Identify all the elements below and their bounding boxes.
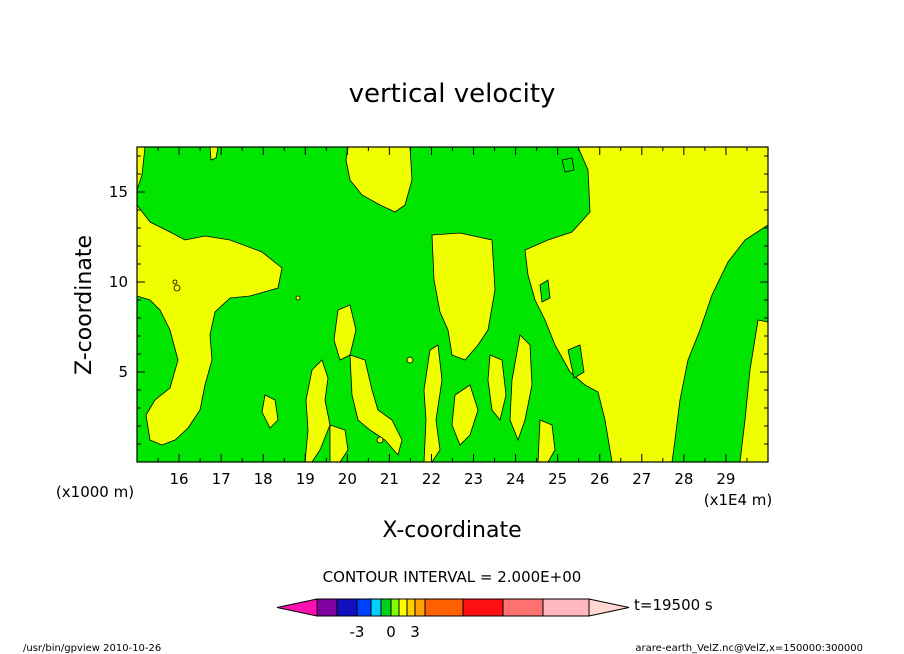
time-label: t=19500 s: [634, 596, 713, 614]
colorbar-swatch: [462, 598, 504, 617]
colorbar-swatch: [406, 598, 416, 617]
colorbar-swatch: [370, 598, 382, 617]
positive-region: [431, 232, 496, 361]
colorbar-swatch: [414, 598, 426, 617]
x-tick-label: 18: [254, 470, 273, 488]
positive-region: [329, 424, 349, 462]
positive-region: [349, 354, 403, 456]
positive-region: [739, 319, 768, 462]
colorbar-swatch: [316, 598, 338, 617]
footer-left: /usr/bin/gpview 2010-10-26: [23, 643, 161, 654]
colorbar-swatch: [390, 598, 400, 617]
negative-region: [567, 344, 585, 379]
contour-interval: CONTOUR INTERVAL = 2.000E+00: [323, 568, 582, 586]
x-tick-label: 20: [338, 470, 357, 488]
x-tick-label: 22: [422, 470, 441, 488]
colorbar-low-extension: [276, 598, 318, 617]
y-axis: 5 10 15: [109, 155, 768, 445]
positive-region: [524, 147, 768, 462]
chart-title: vertical velocity: [349, 79, 556, 109]
y-axis-label: Z-coordinate: [72, 235, 97, 375]
positive-region: [137, 147, 146, 191]
footer-right: arare-earth_VelZ.nc@VelZ,x=150000:300000: [635, 643, 863, 654]
positive-region: [537, 419, 556, 462]
y-tick-label: 10: [109, 273, 128, 291]
colorbar: -3 0 3: [276, 598, 630, 641]
positive-region: [172, 279, 178, 285]
positive-region: [345, 147, 413, 213]
x-tick-label: 21: [380, 470, 399, 488]
colorbar-swatch: [542, 598, 590, 617]
colorbar-swatch: [502, 598, 544, 617]
colorbar-swatch: [336, 598, 358, 617]
colorbar-swatch: [398, 598, 408, 617]
positive-region: [304, 359, 331, 462]
y-tick-label: 15: [109, 183, 128, 201]
x-axis-label: X-coordinate: [382, 518, 521, 543]
positive-region: [376, 436, 384, 444]
negative-region: [539, 279, 551, 303]
colorbar-high-extension: [588, 598, 630, 617]
positive-region: [173, 284, 181, 292]
x-tick-label: 27: [632, 470, 651, 488]
plot-area: [136, 146, 769, 463]
x-tick-label: 19: [296, 470, 315, 488]
x-tick-label: 25: [548, 470, 567, 488]
y-unit-note: (x1000 m): [56, 483, 134, 501]
negative-region: [561, 157, 575, 173]
positive-region: [451, 384, 479, 446]
positive-region: [261, 394, 279, 429]
colorbar-swatch: [380, 598, 392, 617]
x-tick-label: 26: [590, 470, 609, 488]
positive-region: [137, 204, 283, 446]
x-tick-label: 16: [170, 470, 189, 488]
colorbar-swatch: [356, 598, 372, 617]
positive-region: [509, 334, 533, 442]
colorbar-label: -3: [350, 623, 365, 641]
x-tick-label: 24: [506, 470, 525, 488]
x-tick-label: 23: [464, 470, 483, 488]
x-tick-label: 17: [212, 470, 231, 488]
positive-region: [209, 147, 219, 161]
y-tick-label: 5: [118, 363, 128, 381]
positive-region: [487, 354, 507, 421]
positive-region: [295, 295, 301, 301]
colorbar-label: 3: [410, 623, 420, 641]
x-axis: 16 17 18 19 20 21 22 23 24 25 26 27 28 29: [136, 147, 769, 488]
x-tick-label: 28: [674, 470, 693, 488]
x-unit-note: (x1E4 m): [704, 491, 773, 509]
positive-region: [406, 356, 414, 364]
x-tick-label: 29: [716, 470, 735, 488]
colorbar-swatch: [424, 598, 464, 617]
colorbar-label: 0: [386, 623, 396, 641]
positive-region: [423, 344, 443, 462]
